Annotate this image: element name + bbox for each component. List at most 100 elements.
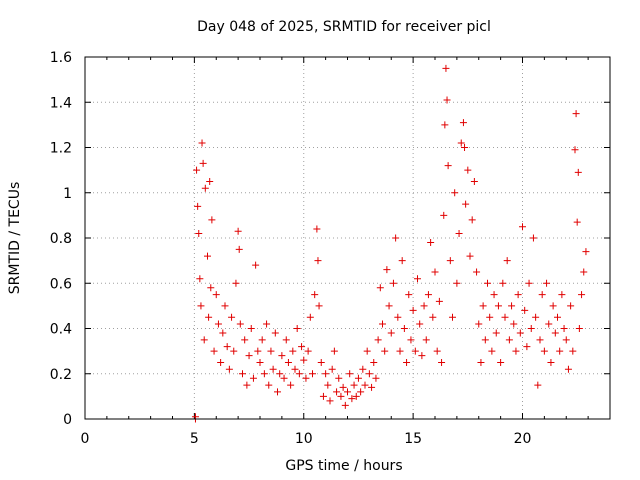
chart-title: Day 048 of 2025, SRMTID for receiver pic…	[197, 19, 491, 35]
data-point	[569, 347, 577, 355]
data-point	[424, 291, 432, 299]
data-point	[443, 96, 451, 104]
data-point	[582, 248, 590, 256]
data-point	[219, 329, 227, 337]
data-point	[239, 370, 246, 378]
data-point	[529, 234, 537, 242]
data-point	[525, 279, 533, 287]
data-point	[319, 392, 327, 400]
data-point	[516, 329, 524, 337]
data-point	[499, 279, 507, 287]
data-point	[435, 297, 443, 305]
data-point	[444, 162, 452, 170]
data-point	[431, 268, 439, 276]
data-point	[422, 336, 430, 344]
data-point	[394, 313, 402, 321]
data-point	[558, 291, 566, 299]
data-point	[461, 144, 469, 151]
y-tick-label: 1.6	[50, 50, 72, 66]
data-point	[521, 306, 529, 314]
data-point	[291, 365, 299, 373]
data-point	[333, 388, 341, 396]
data-point	[536, 336, 544, 344]
data-point	[567, 302, 575, 310]
y-axis-label: SRMTID / TECUs	[7, 182, 23, 295]
data-point	[490, 291, 498, 299]
data-point	[368, 383, 376, 391]
x-tick-label: 0	[81, 431, 90, 447]
data-point	[198, 139, 206, 147]
data-point	[309, 370, 316, 378]
data-point	[494, 302, 502, 310]
y-tick-label: 0.4	[50, 322, 72, 338]
data-point	[204, 252, 211, 260]
data-point	[311, 291, 319, 299]
data-point	[389, 279, 397, 287]
data-point	[475, 320, 483, 328]
data-point	[514, 291, 522, 299]
data-point	[201, 184, 209, 192]
data-point	[446, 257, 454, 265]
data-point	[372, 374, 380, 382]
data-point	[505, 336, 513, 344]
data-point	[481, 336, 489, 344]
data-point	[295, 370, 303, 378]
data-point	[449, 313, 456, 321]
data-point	[440, 211, 448, 219]
tick-label-layer: 0 5 10 15 20 0 0.2 0.4 0.6 0.8 1 1.2 1.4 1.6	[50, 50, 532, 447]
data-point	[564, 365, 572, 373]
y-tick-label: 1.2	[50, 141, 72, 157]
data-point	[376, 284, 384, 292]
data-point	[324, 381, 332, 389]
data-point	[217, 358, 225, 366]
data-point	[197, 302, 205, 310]
data-point	[208, 216, 216, 224]
data-point	[200, 336, 208, 344]
data-point	[322, 370, 330, 378]
y-tick-label: 0	[63, 412, 72, 428]
x-tick-label: 20	[514, 431, 532, 447]
data-point	[317, 358, 325, 366]
y-tick-label: 0.8	[50, 231, 72, 247]
data-point	[438, 358, 446, 366]
data-point	[383, 266, 391, 274]
data-point	[538, 291, 546, 299]
data-point	[571, 146, 579, 154]
data-point	[352, 392, 360, 400]
data-point	[247, 325, 255, 332]
y-tick-label: 0.6	[50, 276, 72, 292]
data-point	[508, 302, 516, 310]
data-point	[414, 275, 421, 283]
data-point	[442, 64, 450, 72]
data-point	[232, 279, 240, 287]
data-point	[416, 320, 424, 328]
data-point	[344, 388, 351, 396]
data-point	[282, 336, 290, 344]
data-point	[473, 268, 481, 276]
data-point	[527, 325, 535, 332]
data-point	[396, 347, 404, 355]
data-point	[241, 336, 249, 344]
data-point	[207, 284, 215, 292]
data-point	[263, 320, 271, 328]
data-point	[271, 329, 279, 337]
data-point	[363, 347, 371, 355]
data-point	[562, 336, 570, 344]
data-point	[484, 279, 491, 287]
data-point	[289, 347, 297, 355]
data-point	[199, 159, 207, 167]
data-point	[477, 358, 485, 366]
data-point	[379, 320, 386, 328]
data-point	[503, 257, 511, 265]
grid-layer	[85, 57, 610, 419]
y-tick-label: 1	[63, 186, 72, 202]
data-point	[400, 325, 408, 332]
data-point	[287, 381, 295, 389]
data-point	[459, 119, 467, 127]
data-point	[193, 166, 201, 174]
plot-frame	[84, 56, 611, 420]
data-point	[523, 343, 531, 351]
data-point	[547, 358, 555, 366]
